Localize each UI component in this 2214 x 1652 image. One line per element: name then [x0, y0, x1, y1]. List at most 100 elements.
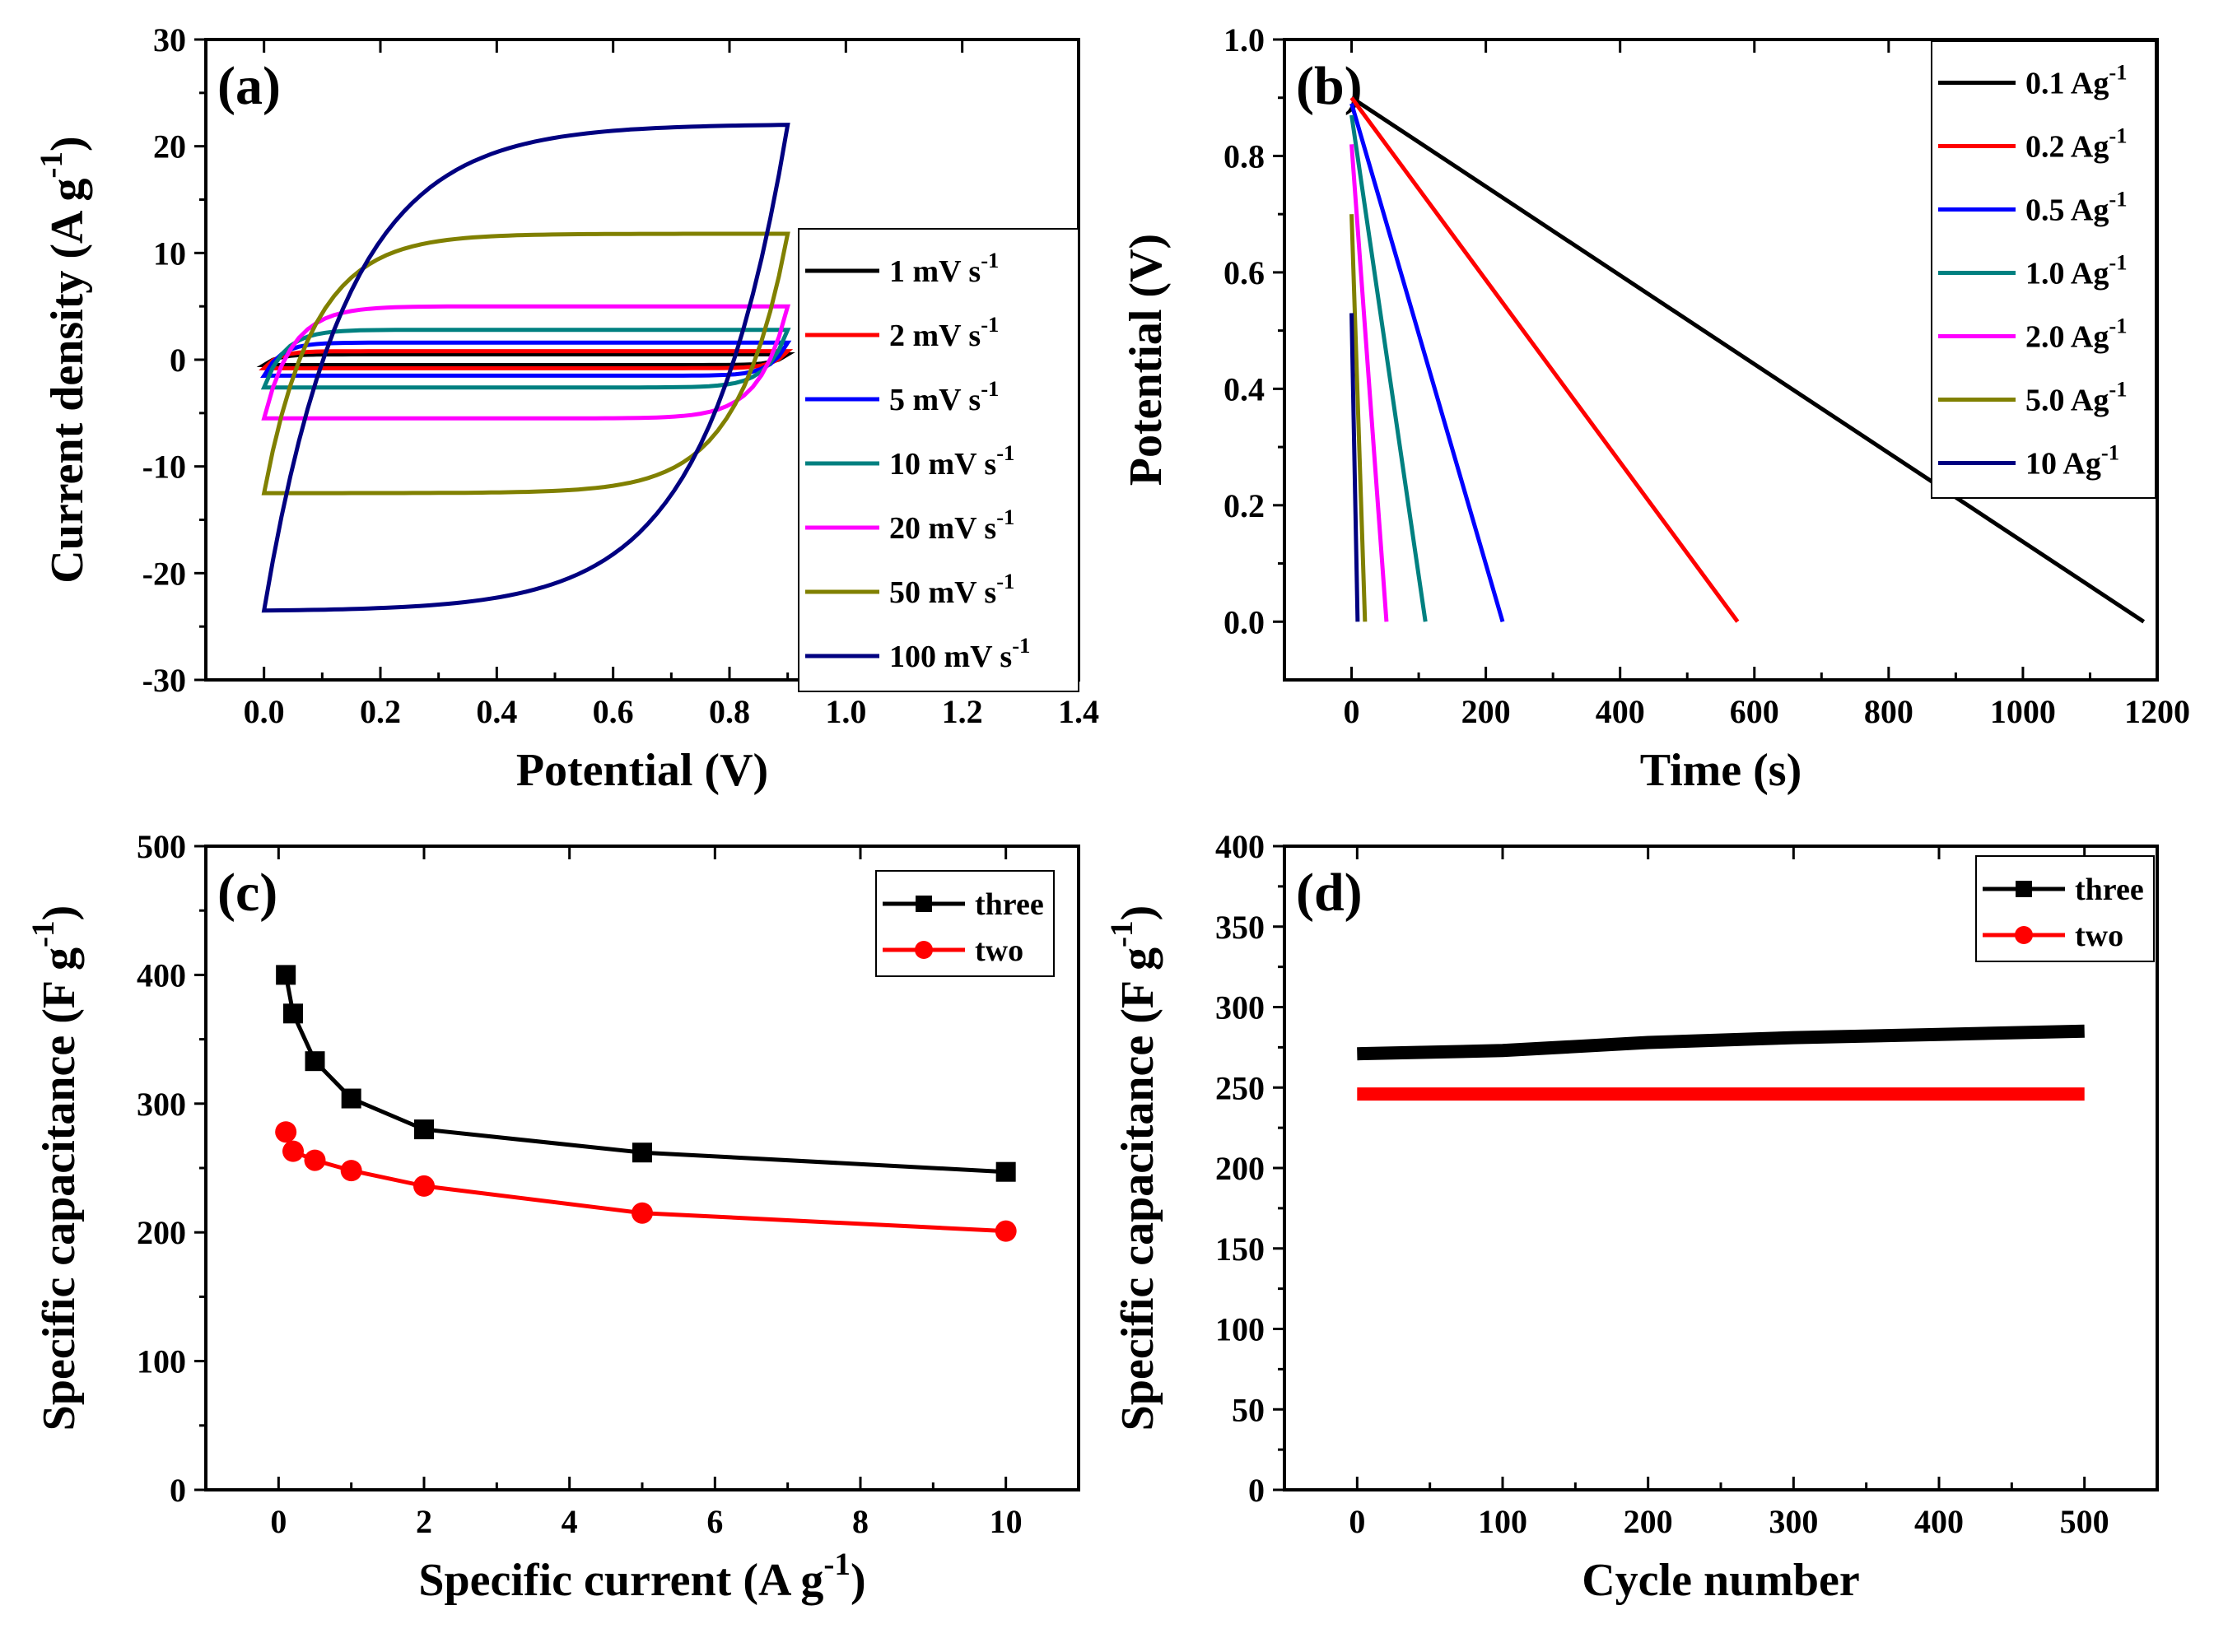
- cv-loop: [260, 340, 792, 379]
- y-tick-label: 0: [170, 1472, 186, 1509]
- legend-label: 1 mV s-1: [889, 248, 999, 289]
- data-marker: [340, 1160, 362, 1182]
- x-tick-label: 8: [852, 1503, 869, 1540]
- legend-label-sup: -1: [981, 312, 999, 337]
- data-marker: [305, 1051, 325, 1072]
- legend-label: two: [975, 933, 1023, 968]
- plot-frame: [1283, 38, 2159, 682]
- x-tick-label: 800: [1864, 693, 1913, 730]
- data-marker: [995, 1220, 1017, 1242]
- y-tick-label: 300: [137, 1086, 186, 1123]
- legend-box: [1931, 40, 2156, 499]
- y-axis-title: Specific capacitance (F g-1): [1104, 905, 1163, 1431]
- discharge-line: [1349, 103, 1505, 622]
- legend-label-sup: -1: [981, 248, 999, 272]
- legend-label: 0.5 Ag-1: [2025, 186, 2128, 227]
- legend-label: 10 mV s-1: [889, 440, 1014, 482]
- legend-label-main: 1.0 Ag: [2025, 257, 2109, 291]
- y-tick-label: 400: [1215, 828, 1265, 865]
- y-axis-title-close: ): [1112, 905, 1163, 921]
- legend-label-main: 100 mV s: [889, 640, 1012, 674]
- y-tick-label: 0.8: [1224, 137, 1265, 175]
- y-axis-title-sup: -1: [26, 920, 61, 947]
- legend-label: 20 mV s-1: [889, 505, 1014, 546]
- y-tick-label: 100: [137, 1343, 186, 1380]
- x-axis-title-sup: -1: [823, 1547, 851, 1582]
- discharge-line: [1349, 214, 1368, 622]
- y-tick-label: 1.0: [1224, 21, 1265, 58]
- x-tick-label: 400: [1596, 693, 1645, 730]
- legend-label-sup: -1: [996, 569, 1014, 593]
- legend-label: 0.1 Ag-1: [2025, 59, 2128, 100]
- y-axis-title-main: Current density (A g: [42, 179, 93, 584]
- x-axis-title: Potential (V): [516, 745, 768, 796]
- y-tick-label: 100: [1215, 1311, 1265, 1348]
- panel-a: 0.0 0.2 0.4 0.6 0.8 1.0 1.2 1.4 -30 -20 -10 0 10 20 30…: [34, 21, 1099, 796]
- y-tick-label: 500: [137, 828, 186, 865]
- x-tick-label: 100: [1478, 1503, 1527, 1540]
- legend-label-sup: -1: [2109, 249, 2127, 274]
- y-axis-title-close: ): [42, 136, 93, 151]
- discharge-line: [1349, 96, 1740, 623]
- x-tick-label: 2: [416, 1503, 432, 1540]
- y-axis-title-main: Specific capacitance (F g: [34, 947, 85, 1431]
- panel-label: (d): [1296, 863, 1363, 923]
- x-axis-title-main: Time (s): [1640, 745, 1802, 796]
- data-marker: [995, 1161, 1016, 1182]
- y-tick-label: 150: [1215, 1231, 1265, 1268]
- data-marker: [282, 1140, 304, 1162]
- x-tick-label: 0.2: [360, 693, 401, 730]
- x-tick-label: 4: [562, 1503, 578, 1540]
- x-tick-label: 0: [1349, 1503, 1365, 1540]
- legend-label-main: 1 mV s: [889, 254, 981, 289]
- legend-marker: [2016, 881, 2032, 897]
- legend-label-main: 0.1 Ag: [2025, 67, 2109, 101]
- legend-label: three: [975, 887, 1044, 922]
- y-axis-title-close: ): [34, 905, 85, 921]
- data-marker: [276, 965, 296, 985]
- y-axis-title-sup: -1: [34, 151, 69, 179]
- legend-label-main: 50 mV s: [889, 575, 996, 610]
- x-tick-label: 400: [1914, 1503, 1964, 1540]
- x-axis-title: Cycle number: [1582, 1555, 1860, 1606]
- x-tick-label: 0.4: [476, 693, 517, 730]
- x-tick-label: 1000: [1990, 693, 2056, 730]
- legend-label: 50 mV s-1: [889, 569, 1014, 610]
- legend-label: 2 mV s-1: [889, 312, 999, 353]
- x-tick-label: 1.2: [942, 693, 983, 730]
- y-tick-label: 50: [1232, 1391, 1265, 1428]
- legend-label-main: 0.5 Ag: [2025, 193, 2109, 228]
- discharge-line: [1349, 144, 1389, 622]
- x-tick-label: 300: [1769, 1503, 1818, 1540]
- y-axis-title: Specific capacitance (F g-1): [26, 905, 85, 1431]
- y-tick-label: 300: [1215, 989, 1265, 1026]
- y-tick-label: 0.4: [1224, 370, 1265, 407]
- y-tick-label: -30: [142, 662, 186, 699]
- legend-label: 100 mV s-1: [889, 633, 1030, 674]
- legend-label-main: three: [975, 887, 1044, 922]
- x-tick-label: 1.0: [825, 693, 866, 730]
- y-tick-label: -10: [142, 449, 186, 486]
- discharge-line: [1350, 95, 2146, 624]
- x-tick-label: 6: [706, 1503, 723, 1540]
- legend-label: 10 Ag-1: [2025, 440, 2119, 481]
- x-axis-title: Specific current (A g-1): [418, 1547, 865, 1606]
- y-tick-label: 400: [137, 956, 186, 994]
- y-tick-label: 0.2: [1224, 487, 1265, 524]
- legend-label: three: [2075, 873, 2144, 907]
- legend-box: [798, 228, 1079, 692]
- x-tick-label: 0: [270, 1503, 287, 1540]
- discharge-line: [1349, 313, 1360, 622]
- x-axis-title: Time (s): [1640, 745, 1802, 796]
- cv-loop: [261, 304, 791, 421]
- y-tick-label: 0: [170, 342, 186, 379]
- legend-label-sup: -1: [2109, 313, 2127, 337]
- data-marker: [413, 1175, 435, 1197]
- x-axis-title-main: Specific current (A g: [418, 1555, 823, 1606]
- legend-label-main: 10 mV s: [889, 447, 996, 482]
- y-tick-label: -20: [142, 555, 186, 592]
- x-tick-label: 10: [990, 1503, 1023, 1540]
- legend-label-sup: -1: [2109, 186, 2127, 211]
- series-line: [283, 974, 1006, 1175]
- data-marker: [275, 1121, 297, 1143]
